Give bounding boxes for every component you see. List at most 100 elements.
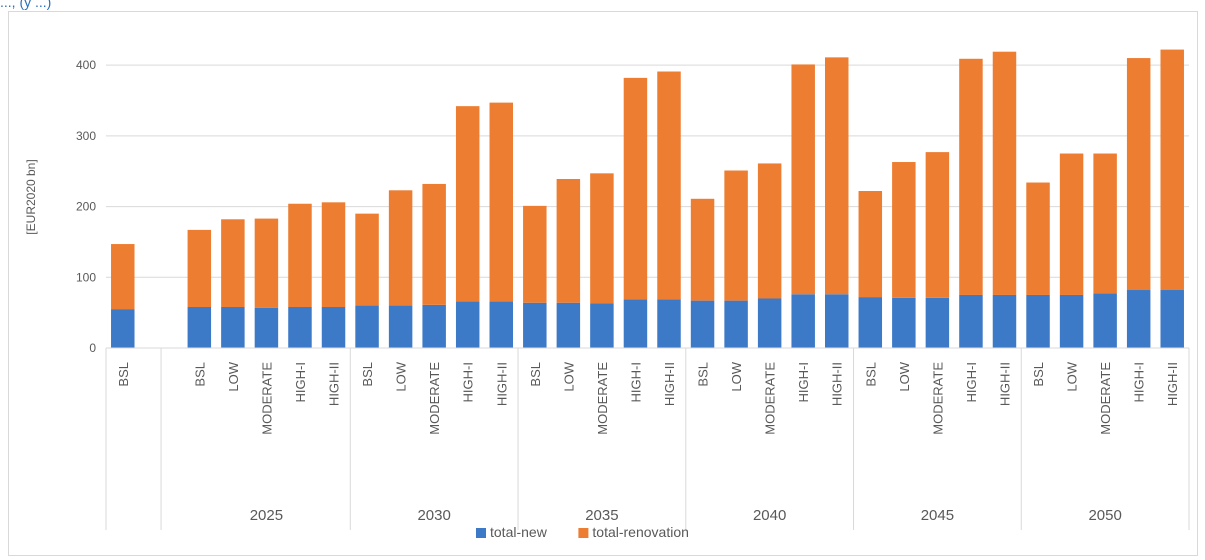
bar-total-new-17	[724, 300, 748, 348]
bar-total-renovation-5	[321, 202, 346, 307]
x-group-label-2040: 2040	[753, 507, 786, 524]
x-category-label-29: HIGH-I	[1132, 362, 1147, 402]
bar-total-renovation-22	[892, 162, 916, 298]
x-category-label-0: BSL	[116, 362, 131, 387]
bar-total-new-8	[422, 304, 446, 348]
x-category-label-26: BSL	[1031, 362, 1046, 387]
x-category-label-27: LOW	[1065, 361, 1080, 391]
legend-label-total-new: total-new	[490, 524, 548, 540]
bar-total-new-21	[858, 297, 883, 348]
x-group-label-2050: 2050	[1088, 507, 1121, 524]
bar-total-new-19	[791, 294, 815, 348]
x-category-label-22: LOW	[897, 361, 912, 391]
bar-total-new-7	[388, 305, 413, 348]
x-category-label-9: HIGH-I	[461, 362, 476, 402]
bar-total-new-14	[623, 299, 648, 348]
legend-swatch-total-renovation	[578, 528, 589, 538]
x-group-label-2035: 2035	[585, 507, 618, 524]
bar-total-new-15	[657, 299, 681, 348]
bar-total-renovation-20	[825, 57, 849, 295]
bar-total-renovation-4	[288, 203, 312, 307]
x-category-label-13: MODERATE	[595, 362, 610, 435]
bar-total-new-27	[1059, 294, 1084, 348]
bar-total-new-3	[254, 307, 279, 348]
x-category-label-23: MODERATE	[930, 362, 945, 435]
y-tick-label-200: 200	[76, 200, 96, 214]
x-category-label-19: HIGH-I	[796, 362, 811, 402]
bar-total-new-25	[992, 294, 1017, 348]
x-category-label-18: MODERATE	[763, 362, 778, 435]
bar-total-renovation-3	[254, 218, 279, 308]
x-category-label-24: HIGH-I	[964, 362, 979, 402]
bar-total-renovation-21	[858, 191, 883, 298]
x-category-label-12: LOW	[561, 361, 576, 391]
bar-total-new-6	[355, 305, 379, 348]
bar-total-renovation-10	[489, 102, 513, 302]
bar-total-renovation-0	[111, 244, 135, 310]
bar-total-renovation-12	[556, 178, 581, 303]
y-tick-label-100: 100	[76, 270, 96, 284]
bar-total-renovation-28	[1093, 153, 1117, 294]
bar-total-renovation-27	[1059, 153, 1084, 295]
y-tick-label-0: 0	[89, 341, 96, 355]
x-category-label-2: LOW	[226, 361, 241, 391]
legend-label-total-renovation: total-renovation	[592, 524, 689, 540]
bar-total-new-5	[321, 306, 346, 348]
x-category-label-20: HIGH-II	[830, 362, 845, 406]
bar-total-renovation-8	[422, 183, 446, 305]
bar-total-new-22	[892, 297, 916, 348]
x-category-label-1: BSL	[192, 362, 207, 387]
bar-total-new-13	[590, 303, 614, 348]
bar-total-renovation-17	[724, 170, 748, 301]
bar-total-renovation-11	[523, 205, 547, 303]
bar-total-renovation-15	[657, 71, 681, 300]
x-category-label-5: HIGH-II	[327, 362, 342, 406]
x-category-label-8: MODERATE	[427, 362, 442, 435]
axes: 0 100 200 300 400 BSL BSL LOW MODERATE HIGH-I HIGH…	[76, 58, 1190, 530]
legend-swatch-total-new	[476, 528, 486, 538]
bar-total-new-2	[221, 306, 245, 348]
x-category-label-6: BSL	[360, 362, 375, 387]
x-category-label-21: BSL	[863, 362, 878, 387]
bar-total-new-11	[523, 302, 547, 348]
bar-total-new-10	[489, 301, 513, 348]
x-group-label-2025: 2025	[250, 507, 283, 524]
x-category-label-10: HIGH-II	[494, 362, 509, 406]
x-category-label-30: HIGH-II	[1165, 362, 1180, 406]
bar-total-renovation-19	[791, 64, 815, 295]
x-group-label-2045: 2045	[921, 507, 954, 524]
bar-total-new-20	[825, 294, 849, 348]
bar-total-renovation-2	[221, 219, 245, 307]
bar-total-renovation-13	[590, 173, 614, 304]
bar-total-renovation-16	[690, 198, 715, 301]
bars	[111, 49, 1184, 348]
bar-total-renovation-6	[355, 213, 379, 306]
x-category-label-14: HIGH-I	[628, 362, 643, 402]
bar-total-new-29	[1126, 290, 1151, 348]
x-category-label-11: BSL	[528, 362, 543, 387]
bar-total-renovation-25	[992, 51, 1017, 295]
bar-total-new-24	[959, 294, 983, 348]
bar-total-new-28	[1093, 293, 1117, 348]
x-group-label-2030: 2030	[417, 507, 450, 524]
bar-total-new-9	[455, 301, 480, 348]
bar-total-renovation-26	[1026, 182, 1050, 295]
bar-total-new-0	[111, 309, 135, 348]
bar-total-new-23	[925, 297, 950, 348]
bar-total-renovation-7	[388, 190, 413, 306]
legend: total-new total-renovation	[476, 524, 689, 540]
bar-total-renovation-29	[1126, 58, 1151, 291]
y-tick-label-300: 300	[76, 129, 96, 143]
bar-total-new-30	[1160, 290, 1184, 348]
bar-total-new-16	[690, 300, 715, 348]
stacked-bar-chart: 0 100 200 300 400 BSL BSL LOW MODERATE HIGH-I HIGH…	[24, 49, 1190, 540]
bar-total-renovation-23	[925, 152, 950, 298]
bar-total-renovation-30	[1160, 49, 1184, 291]
bar-total-renovation-24	[959, 58, 983, 295]
bar-total-new-18	[757, 298, 782, 348]
bar-total-new-4	[288, 306, 312, 348]
x-category-label-7: LOW	[394, 361, 409, 391]
x-category-label-3: MODERATE	[259, 362, 274, 435]
bar-total-renovation-9	[455, 106, 480, 302]
bar-total-new-1	[187, 306, 212, 348]
